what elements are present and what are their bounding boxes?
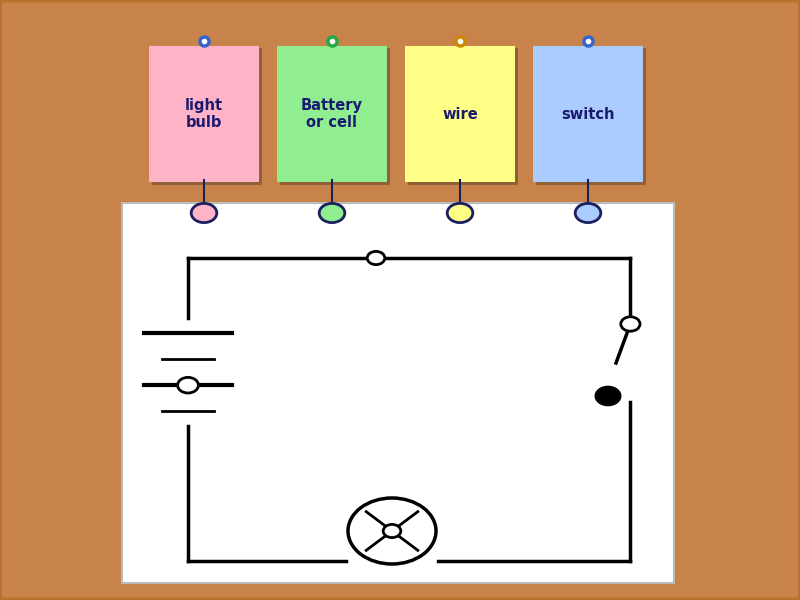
- Circle shape: [319, 203, 345, 223]
- Circle shape: [348, 498, 436, 564]
- FancyBboxPatch shape: [536, 48, 646, 185]
- Circle shape: [178, 377, 198, 393]
- FancyBboxPatch shape: [149, 46, 259, 182]
- FancyBboxPatch shape: [280, 48, 390, 185]
- FancyBboxPatch shape: [405, 46, 515, 182]
- FancyBboxPatch shape: [408, 48, 518, 185]
- Circle shape: [383, 524, 401, 538]
- Text: switch: switch: [562, 107, 614, 121]
- Circle shape: [367, 251, 385, 265]
- Circle shape: [621, 317, 640, 331]
- Text: light
bulb: light bulb: [185, 98, 223, 130]
- Circle shape: [575, 203, 601, 223]
- Text: wire: wire: [442, 107, 478, 121]
- FancyBboxPatch shape: [277, 46, 387, 182]
- FancyBboxPatch shape: [122, 203, 674, 583]
- Text: Battery
or cell: Battery or cell: [301, 98, 363, 130]
- Circle shape: [191, 203, 217, 223]
- FancyBboxPatch shape: [152, 48, 262, 185]
- FancyBboxPatch shape: [533, 46, 643, 182]
- Circle shape: [595, 386, 621, 406]
- Circle shape: [447, 203, 473, 223]
